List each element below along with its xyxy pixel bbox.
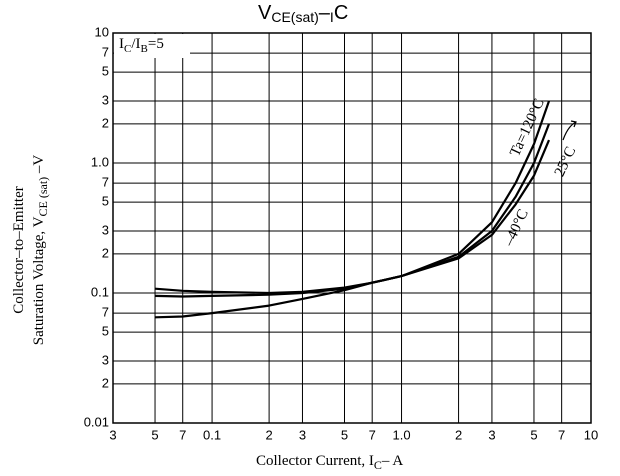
x-tick-label: 1.0 xyxy=(392,427,410,442)
x-tick-label: 3 xyxy=(109,427,116,442)
x-tick-label: 7 xyxy=(179,427,186,442)
y-tick-label: 7 xyxy=(102,45,109,60)
x-tick-label: 10 xyxy=(584,427,598,442)
x-axis-label-sub: C xyxy=(374,458,382,472)
y-tick-label: 7 xyxy=(102,175,109,190)
annotation-part: =5 xyxy=(148,36,164,52)
chart-title: VCE(sat)–IC xyxy=(258,2,348,24)
y-axis-label: Saturation Voltage, VCE (sat) –V xyxy=(31,155,49,346)
x-tick-label: 2 xyxy=(265,427,272,442)
y-tick-label: 0.1 xyxy=(91,284,109,299)
x-tick-label: 7 xyxy=(369,427,376,442)
annotation-part: I xyxy=(119,36,124,52)
y-tick-label: 2 xyxy=(102,375,109,390)
annotation-part: /I xyxy=(131,36,140,52)
series-line xyxy=(154,100,551,319)
y-tick-label: 1.0 xyxy=(91,154,109,169)
series-label: 25°C xyxy=(552,144,580,179)
y-tick-label: 5 xyxy=(102,194,109,209)
x-tick-label: 3 xyxy=(299,427,306,442)
plot-frame xyxy=(112,32,592,424)
series-line xyxy=(154,139,551,295)
x-tick-label: 7 xyxy=(558,427,565,442)
annotation-sub: C xyxy=(124,43,131,55)
y-axis-label-part: Saturation Voltage, V xyxy=(31,216,47,345)
y-tick-label: 5 xyxy=(102,324,109,339)
chart-title-sub: CE(sat) xyxy=(271,9,318,25)
annotation-box xyxy=(114,34,190,58)
y-tick-label: 3 xyxy=(102,222,109,237)
y-tick-label: 10 xyxy=(95,24,109,39)
series-label: Ta=120°C xyxy=(507,96,548,159)
y-axis-label: Collector–to–Emitter xyxy=(11,186,27,313)
y-tick-label: 2 xyxy=(102,115,109,130)
y-axis-label-part: Collector–to–Emitter xyxy=(11,186,27,313)
y-axis-label-part: –V xyxy=(31,155,47,177)
label-arrow xyxy=(562,120,577,141)
annotation: IC/IB=5 xyxy=(119,36,164,54)
x-tick-label: 5 xyxy=(341,427,348,442)
y-axis-label-sub: CE (sat) xyxy=(36,177,50,217)
x-tick-label: 5 xyxy=(151,427,158,442)
x-axis-label: Collector Current, IC– A xyxy=(256,453,403,471)
y-tick-label: 5 xyxy=(102,64,109,79)
x-axis-label-part: Collector Current, I xyxy=(256,453,374,469)
chart-title-part: C xyxy=(334,2,348,24)
x-tick-label: 5 xyxy=(530,427,537,442)
series-line xyxy=(154,123,551,298)
x-tick-label: 0.1 xyxy=(203,427,221,442)
y-tick-label: 0.01 xyxy=(84,414,109,429)
chart-title-part: V xyxy=(258,2,272,24)
x-axis-label-part: – A xyxy=(381,453,403,469)
y-tick-label: 3 xyxy=(102,92,109,107)
y-tick-label: 3 xyxy=(102,352,109,367)
chart-title-part: – xyxy=(319,2,331,24)
x-tick-label: 2 xyxy=(455,427,462,442)
annotation-sub: B xyxy=(141,43,148,55)
y-tick-label: 7 xyxy=(102,305,109,320)
chart-title-sub: I xyxy=(330,9,334,25)
x-tick-label: 3 xyxy=(488,427,495,442)
y-tick-label: 2 xyxy=(102,245,109,260)
